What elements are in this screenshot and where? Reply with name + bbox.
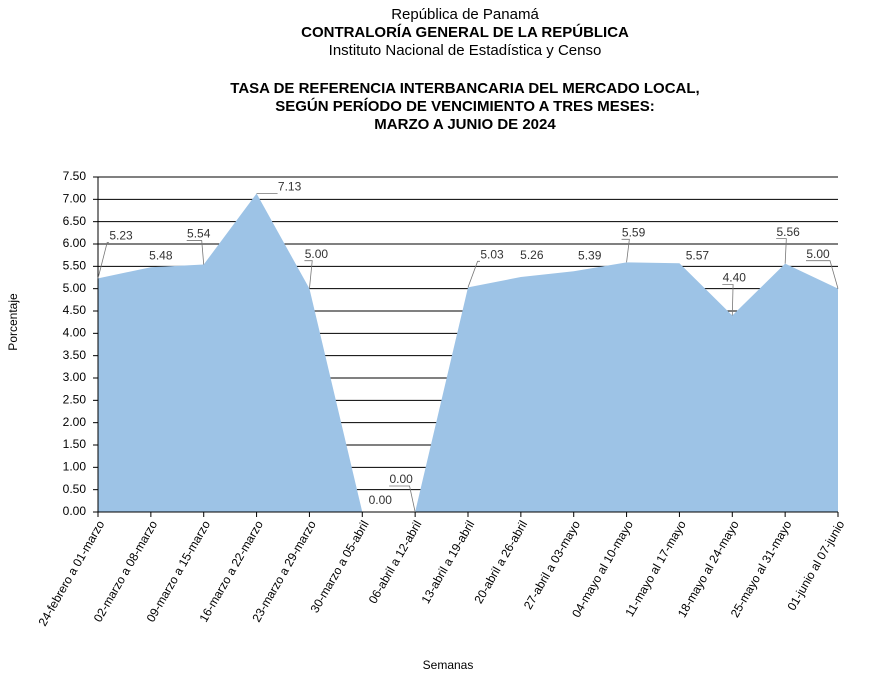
data-label: 5.39: [578, 248, 602, 262]
y-tick-label: 0.00: [63, 504, 87, 518]
y-tick-label: 7.00: [63, 192, 87, 206]
y-tick-label: 3.50: [63, 348, 87, 362]
header-line: República de Panamá: [391, 6, 539, 23]
leader-line: [722, 284, 734, 316]
leader-line: [806, 260, 839, 289]
y-tick-label: 5.00: [63, 281, 87, 295]
y-tick-label: 6.00: [63, 236, 87, 250]
x-tick-label: 06-abril a 12-abril: [366, 518, 425, 606]
x-tick-label: 30-marzo a 05-abril: [307, 518, 371, 615]
y-tick-label: 3.00: [63, 370, 87, 384]
leader-line: [97, 241, 109, 279]
data-label: 5.59: [622, 225, 646, 239]
x-tick-label: 01-junio al 07-junio: [785, 518, 848, 613]
area: [98, 193, 838, 512]
y-tick-label: 1.00: [63, 460, 87, 474]
chart-title: MARZO A JUNIO DE 2024: [374, 116, 556, 133]
data-label: 5.00: [305, 247, 329, 261]
y-tick-label: 4.50: [63, 303, 87, 317]
y-tick-label: 1.50: [63, 437, 87, 451]
y-tick-label: 6.50: [63, 214, 87, 228]
chart-title: TASA DE REFERENCIA INTERBANCARIA DEL MER…: [230, 80, 699, 97]
y-tick-label: 0.50: [63, 482, 87, 496]
header-line: Instituto Nacional de Estadística y Cens…: [329, 42, 602, 59]
y-tick-label: 5.50: [63, 259, 87, 273]
leader-line: [467, 260, 480, 288]
y-tick-label: 2.50: [63, 393, 87, 407]
data-label: 4.40: [723, 271, 747, 285]
y-tick-label: 2.00: [63, 415, 87, 429]
y-tick-label: 7.50: [63, 169, 87, 183]
x-tick-label: 27-abril a 03-mayo: [521, 518, 583, 612]
data-label: 5.48: [149, 248, 173, 262]
x-axis-label: Semanas: [423, 658, 474, 672]
data-label: 5.00: [806, 247, 830, 261]
data-label: 0.00: [369, 493, 393, 507]
data-label: 5.23: [109, 229, 133, 243]
y-tick-label: 4.00: [63, 326, 87, 340]
leader-line: [304, 260, 313, 289]
data-label: 0.00: [389, 472, 413, 486]
data-label: 5.56: [776, 225, 800, 239]
x-tick-label: 20-abril a 26-abril: [471, 518, 530, 606]
x-tick-label: 13-abril a 19-abril: [419, 518, 478, 606]
leader-line: [186, 240, 205, 265]
data-label: 5.03: [480, 247, 504, 261]
y-axis-label: Porcentaje: [6, 293, 20, 351]
header-line: CONTRALORÍA GENERAL DE LA REPÚBLICA: [301, 23, 629, 41]
leader-line: [389, 485, 416, 513]
chart-title: SEGÚN PERÍODO DE VENCIMIENTO A TRES MESE…: [275, 97, 655, 115]
leader-line: [776, 238, 787, 264]
data-label: 5.26: [520, 248, 544, 262]
leader-line: [621, 238, 630, 263]
data-label: 5.54: [187, 227, 211, 241]
data-label: 7.13: [278, 180, 302, 194]
data-label: 5.57: [686, 248, 710, 262]
